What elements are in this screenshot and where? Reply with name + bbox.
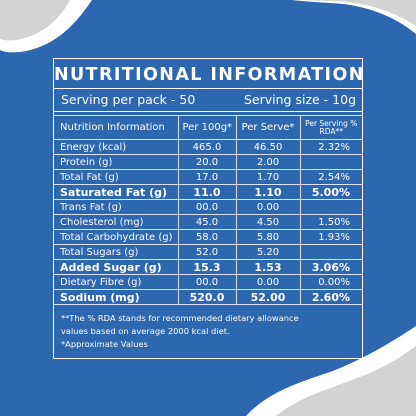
nutrient-name-cell: Saturated Fat (g) [54,184,179,200]
rda-cell: 3.06% [299,259,362,275]
rda-cell [299,154,362,170]
rda-cell: 1.93% [299,229,362,245]
nutrition-table: Nutrition Information Per 100g* Per Serv… [54,115,362,305]
table-row: Total Sugars (g) 52.0 5.20 [54,244,362,260]
top-left-wave-gray [0,0,70,41]
serving-size: Serving size - 10g [244,92,356,107]
rda-cell: 1.50% [299,214,362,230]
nutrient-name-cell: Energy (kcal) [54,139,179,155]
per-100g-cell: 520.0 [177,289,237,305]
rda-cell: 2.32% [299,139,362,155]
nutrient-name-cell: Added Sugar (g) [54,259,179,275]
nutrient-name-cell: Total Fat (g) [54,169,179,185]
nutrient-name-cell: Total Sugars (g) [54,244,179,260]
table-body: Energy (kcal) 465.0 46.50 2.32% Protein (g) 2… [54,139,362,305]
table-row: Energy (kcal) 465.0 46.50 2.32% [54,139,362,155]
serving-per-pack: Serving per pack - 50 [61,92,196,107]
per-100g-cell: 465.0 [177,139,237,155]
per-serve-cell: 4.50 [235,214,301,230]
nutrient-name-cell: Sodium (mg) [54,289,179,305]
table-row: Total Fat (g) 17.0 1.70 2.54% [54,169,362,185]
header-per-serving-rda: Per Serving % RDA** [299,115,362,140]
table-row: Dietary Fibre (g) 00.0 0.00 0.00% [54,274,362,290]
per-serve-cell: 2.00 [235,154,301,170]
nutrient-name-cell: Total Carbohydrate (g) [54,229,179,245]
rda-cell: 0.00% [299,274,362,290]
rda-cell: 5.00% [299,184,362,200]
per-serve-cell: 1.10 [235,184,301,200]
per-100g-cell: 15.3 [177,259,237,275]
rda-cell: 2.54% [299,169,362,185]
per-100g-cell: 58.0 [177,229,237,245]
table-row: Protein (g) 20.0 2.00 [54,154,362,170]
per-serve-cell: 46.50 [235,139,301,155]
per-100g-cell: 45.0 [177,214,237,230]
table-header-row: Nutrition Information Per 100g* Per Serv… [54,115,362,140]
header-per-serve: Per Serve* [235,115,301,140]
nutrient-name-cell: Trans Fat (g) [54,199,179,215]
per-serve-cell: 0.00 [235,274,301,290]
footnote-values: values based on average 2000 kcal diet. [61,326,230,336]
per-100g-cell: 17.0 [177,169,237,185]
table-row: Trans Fat (g) 00.0 0.00 [54,199,362,215]
rda-cell [299,244,362,260]
per-serve-cell: 5.20 [235,244,301,260]
header-per-100g: Per 100g* [177,115,237,140]
per-serve-cell: 1.70 [235,169,301,185]
per-serve-cell: 1.53 [235,259,301,275]
table-row: Cholesterol (mg) 45.0 4.50 1.50% [54,214,362,230]
per-100g-cell: 52.0 [177,244,237,260]
per-serve-cell: 5.80 [235,229,301,245]
per-100g-cell: 11.0 [177,184,237,200]
per-100g-cell: 20.0 [177,154,237,170]
header-nutrition-information: Nutrition Information [54,115,179,140]
footnote-rda: **The % RDA stands for recommended dieta… [61,313,299,323]
per-100g-cell: 00.0 [177,199,237,215]
rda-cell [299,199,362,215]
serving-row: Serving per pack - 50 Serving size - 10g [54,88,362,112]
panel-title: NUTRITIONAL INFORMATION [54,65,365,85]
footnote: **The % RDA stands for recommended dieta… [61,312,357,351]
nutrition-panel: NUTRITIONAL INFORMATION Serving per pack… [53,58,363,359]
nutrient-name-cell: Protein (g) [54,154,179,170]
rda-cell: 2.60% [299,289,362,305]
table-row: Total Carbohydrate (g) 58.0 5.80 1.93% [54,229,362,245]
table-row: Added Sugar (g) 15.3 1.53 3.06% [54,259,362,275]
per-serve-cell: 52.00 [235,289,301,305]
table-row: Sodium (mg) 520.0 52.00 2.60% [54,289,362,305]
table-row: Saturated Fat (g) 11.0 1.10 5.00% [54,184,362,200]
footnote-approx: *Approximate Values [61,339,148,349]
per-serve-cell: 0.00 [235,199,301,215]
per-100g-cell: 00.0 [177,274,237,290]
top-right-wave-gray [300,0,416,26]
header-rda-text: Per Serving % RDA** [305,118,358,136]
bottom-right-wave-gray [276,346,416,416]
nutrient-name-cell: Dietary Fibre (g) [54,274,179,290]
nutrient-name-cell: Cholesterol (mg) [54,214,179,230]
